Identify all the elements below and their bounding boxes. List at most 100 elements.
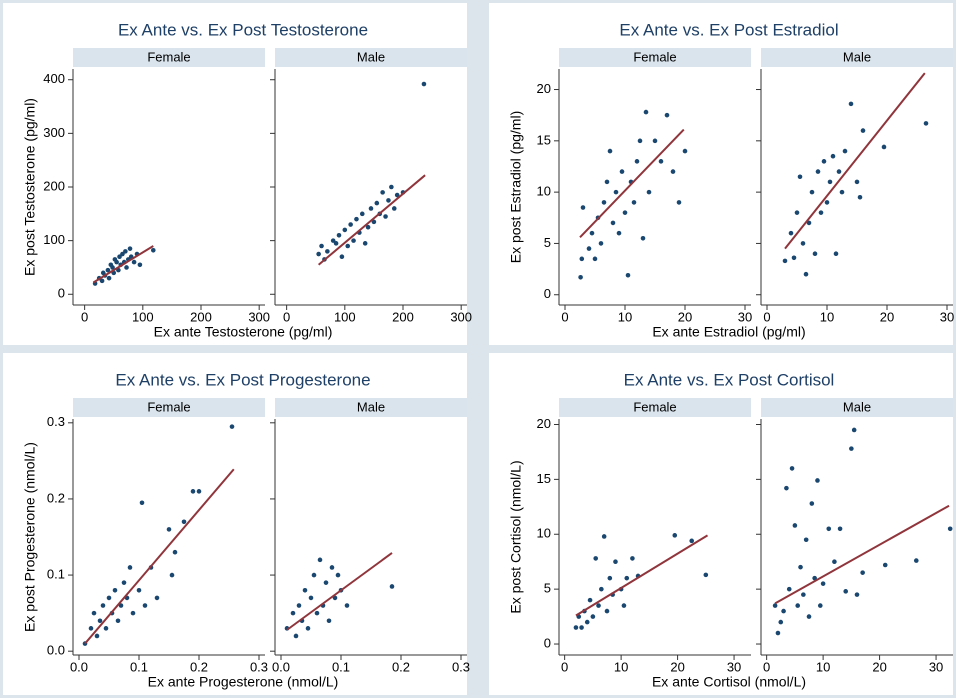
scatter-point xyxy=(624,575,630,581)
scatter-point xyxy=(115,618,121,624)
scatter-point xyxy=(586,246,592,251)
scatter-point xyxy=(325,249,330,254)
y-tick-label: 0.1 xyxy=(47,567,65,582)
scatter-point xyxy=(913,558,919,563)
scatter-point xyxy=(593,556,599,561)
scatter-point xyxy=(114,259,119,265)
y-tick-label: 0 xyxy=(544,635,551,650)
x-tick-label: 30 xyxy=(940,309,954,324)
y-tick-label: 10 xyxy=(537,184,551,199)
scatter-point xyxy=(589,230,595,236)
scatter-point xyxy=(637,138,643,144)
scatter-point xyxy=(394,192,400,198)
y-tick-label: 15 xyxy=(537,132,551,147)
x-tick-label: 200 xyxy=(190,309,212,324)
y-tick-label: 20 xyxy=(537,416,551,431)
scatter-point xyxy=(803,537,809,543)
y-axis-label: Ex post Progesterone (nmol/L) xyxy=(22,442,38,632)
scatter-point xyxy=(616,230,622,236)
x-tick-label: 300 xyxy=(450,309,472,324)
x-tick-label: 200 xyxy=(392,309,414,324)
scatter-point xyxy=(607,575,613,581)
scatter-point xyxy=(336,232,342,238)
scatter-point xyxy=(421,81,427,87)
scatter-point xyxy=(789,466,795,471)
x-tick-label: 0 xyxy=(763,309,770,324)
scatter-point xyxy=(788,230,794,236)
scatter-point xyxy=(130,610,136,616)
scatter-point xyxy=(131,259,137,265)
x-tick-label: 30 xyxy=(738,309,752,324)
scatter-point xyxy=(584,619,590,625)
scatter-point xyxy=(139,500,145,506)
scatter-point xyxy=(587,597,593,603)
scatter-point xyxy=(344,603,350,608)
x-tick-label: 0 xyxy=(283,309,290,324)
scatter-point xyxy=(371,219,377,225)
scatter-point xyxy=(150,247,156,253)
scatter-point xyxy=(389,584,395,589)
scatter-point xyxy=(103,626,109,631)
scatter-point xyxy=(800,241,806,246)
scatter-point xyxy=(643,109,649,115)
y-tick-label: 200 xyxy=(43,178,65,193)
scatter-point xyxy=(154,595,160,601)
y-tick-label: 15 xyxy=(537,471,551,486)
scatter-point xyxy=(827,179,833,185)
scatter-point xyxy=(815,169,821,174)
scatter-point xyxy=(314,610,320,616)
scatter-point xyxy=(316,251,321,257)
scatter-point xyxy=(391,206,397,211)
scatter-point xyxy=(578,274,583,280)
scatter-point xyxy=(625,272,631,278)
scatter-point xyxy=(631,200,637,205)
scatter-point xyxy=(296,603,302,608)
chart-panel: Ex Ante vs. Ex Post Testosterone Ex ante … xyxy=(3,3,472,345)
scatter-point xyxy=(837,526,843,532)
scatter-point xyxy=(833,251,839,256)
scatter-point xyxy=(368,206,374,211)
scatter-point xyxy=(795,603,801,608)
scatter-point xyxy=(123,249,128,254)
scatter-point xyxy=(112,587,118,593)
chart-title: Ex Ante vs. Ex Post Estradiol xyxy=(619,20,838,39)
y-axis-label: Ex post Estradiol (pg/ml) xyxy=(508,111,524,264)
x-tick-label: 20 xyxy=(678,309,692,324)
scatter-point xyxy=(613,189,619,195)
y-tick-label: 5 xyxy=(544,235,551,250)
scatter-point xyxy=(117,254,122,260)
chart-title: Ex Ante vs. Ex Post Progesterone xyxy=(115,370,370,389)
scatter-point xyxy=(91,610,97,616)
y-tick-label: 0.0 xyxy=(47,643,65,658)
y-tick-label: 0.3 xyxy=(47,414,65,429)
facet-title: Female xyxy=(147,49,190,64)
scatter-point xyxy=(389,184,394,190)
scatter-point xyxy=(778,619,784,625)
scatter-point xyxy=(166,527,172,532)
x-axis-label: Ex ante Progesterone (nmol/L) xyxy=(148,674,339,690)
x-tick-label: 100 xyxy=(132,309,154,324)
scatter-point xyxy=(573,625,579,630)
fit-line xyxy=(317,174,426,266)
x-tick-label: 0.0 xyxy=(272,659,290,674)
scatter-point xyxy=(682,148,688,154)
scatter-point xyxy=(652,138,658,144)
x-tick-label: 0 xyxy=(561,309,568,324)
chart-title: Ex Ante vs. Ex Post Cortisol xyxy=(624,370,835,389)
facet-strip xyxy=(559,48,751,67)
x-tick-label: 0.1 xyxy=(332,659,350,674)
scatter-point xyxy=(604,179,610,185)
scatter-point xyxy=(110,265,115,270)
scatter-point xyxy=(854,179,860,185)
y-tick-label: 20 xyxy=(537,81,551,96)
scatter-point xyxy=(94,633,100,639)
scatter-point xyxy=(798,564,803,570)
scatter-point xyxy=(792,523,798,528)
fit-line xyxy=(286,552,393,631)
x-tick-label: 0.0 xyxy=(70,659,88,674)
scatter-point xyxy=(672,533,678,538)
scatter-point xyxy=(596,603,601,608)
y-tick-label: 0.2 xyxy=(47,490,65,505)
fit-line xyxy=(784,72,926,250)
scatter-point xyxy=(580,205,586,210)
